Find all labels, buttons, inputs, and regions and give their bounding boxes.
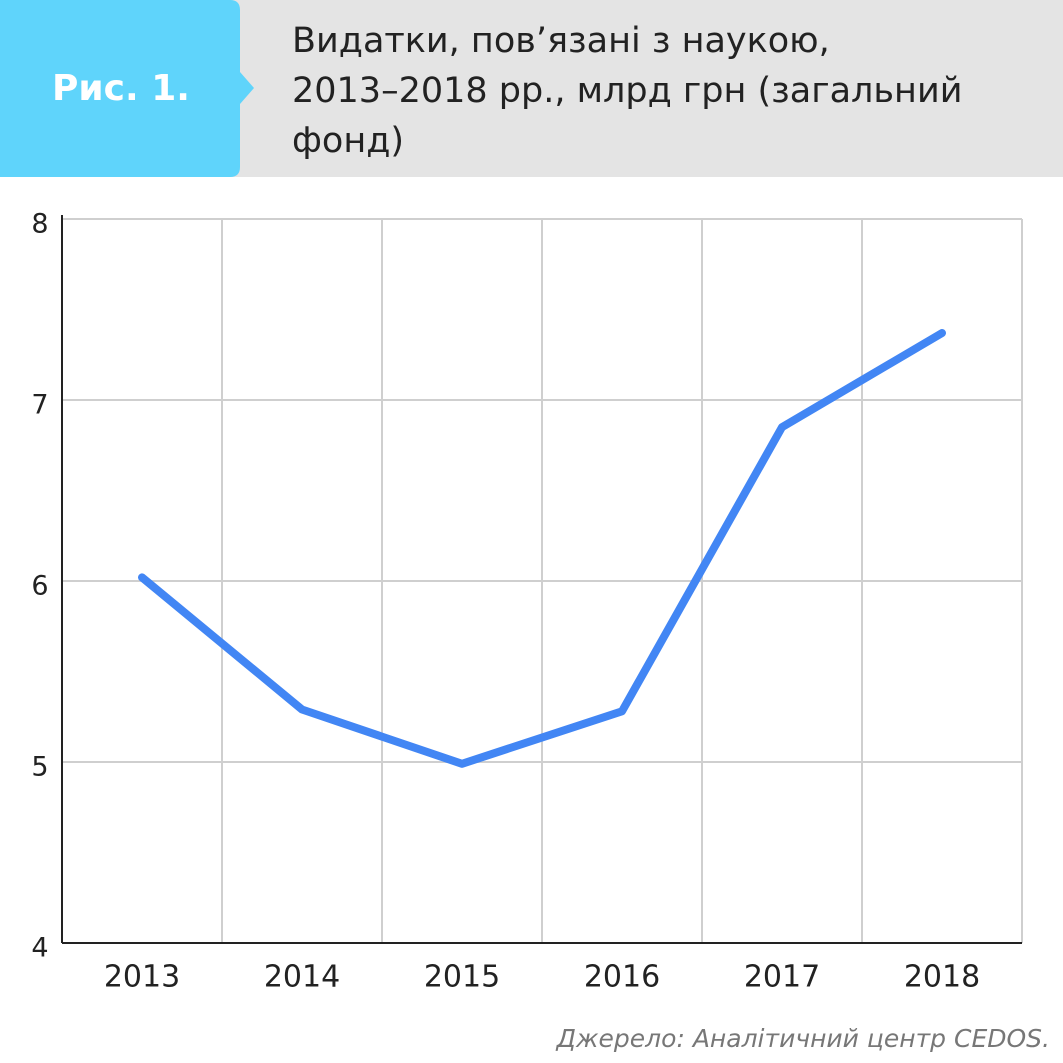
x-tick-label: 2014 — [264, 960, 340, 995]
figure-label: Рис. 1. — [52, 68, 190, 109]
x-tick-label: 2017 — [744, 960, 820, 995]
chart-title: фонд) — [292, 121, 404, 161]
y-tick-label: 8 — [31, 209, 48, 240]
x-tick-label: 2016 — [584, 960, 660, 995]
y-tick-label: 4 — [31, 933, 48, 964]
y-tick-label: 7 — [31, 390, 48, 421]
source-note: Джерело: Аналітичний центр CEDOS. — [555, 1024, 1050, 1053]
x-tick-label: 2013 — [104, 960, 180, 995]
chart-title: 2013–2018 рр., млрд грн (загальний — [292, 71, 962, 111]
x-tick-label: 2015 — [424, 960, 500, 995]
data-line — [138, 329, 946, 768]
y-tick-label: 5 — [31, 752, 48, 783]
x-tick-label: 2018 — [904, 960, 980, 995]
y-tick-label: 6 — [31, 571, 48, 602]
chart-title: Видатки, пов’язані з наукою, — [292, 21, 830, 61]
figure-badge — [0, 0, 254, 177]
